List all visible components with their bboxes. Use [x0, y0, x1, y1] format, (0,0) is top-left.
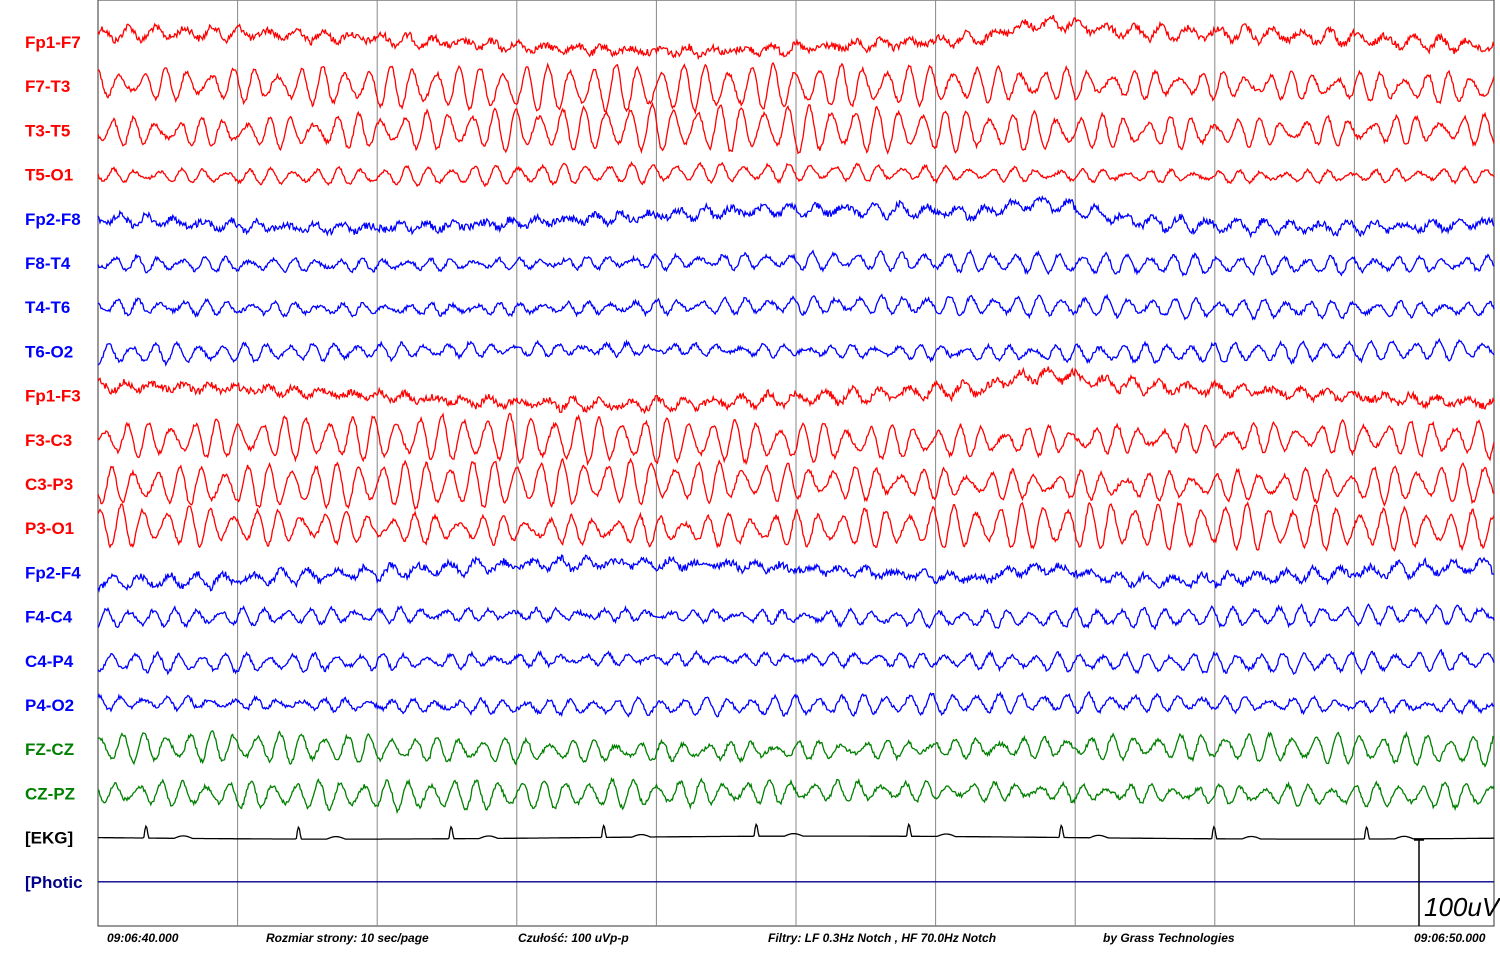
amplitude-scale-bar: 100uV [1414, 839, 1500, 926]
channel-label-cz-pz: CZ-PZ [25, 784, 75, 803]
channel-label-fp1-f3: Fp1-F3 [25, 387, 81, 406]
trace-fp2-f8 [97, 195, 1495, 239]
channel-label-fp2-f8: Fp2-F8 [25, 210, 81, 229]
channel-label-f4-c4: F4-C4 [25, 608, 73, 627]
trace-f3-c3 [97, 412, 1495, 467]
start-time: 09:06:40.000 [107, 931, 179, 945]
trace-ekg [98, 822, 1494, 840]
vendor-info: by Grass Technologies [1103, 931, 1235, 945]
trace-fp1-f3 [97, 366, 1495, 415]
channel-label-f3-c3: F3-C3 [25, 431, 72, 450]
trace-p4-o2 [97, 691, 1495, 718]
channel-traces [97, 14, 1495, 883]
sensitivity-info: Czułość: 100 uVp-p [518, 931, 629, 945]
scale-bar-label: 100uV [1424, 892, 1500, 922]
channel-label-t4-t6: T4-T6 [25, 298, 70, 317]
trace-fp2-f4 [97, 554, 1495, 593]
filters-info: Filtry: LF 0.3Hz Notch , HF 70.0Hz Notch [768, 931, 996, 945]
time-grid [97, 0, 1495, 927]
channel-label-t5-o1: T5-O1 [25, 166, 73, 185]
trace-c3-p3 [97, 457, 1495, 511]
trace-f7-t3 [97, 61, 1495, 115]
channel-labels: Fp1-F7 F7-T3 T3-T5 T5-O1 Fp2-F8 F8-T4 T4-T6 T6-… [25, 33, 83, 892]
channel-label-fz-cz: FZ-CZ [25, 740, 74, 759]
trace-fz-cz [97, 729, 1495, 768]
channel-label-p3-o1: P3-O1 [25, 519, 74, 538]
trace-t3-t5 [97, 101, 1495, 155]
channel-label-t3-t5: T3-T5 [25, 121, 70, 140]
channel-label-f7-t3: F7-T3 [25, 77, 70, 96]
trace-c4-p4 [97, 648, 1495, 676]
trace-t4-t6 [97, 293, 1495, 321]
channel-label-ekg: [EKG] [25, 829, 73, 848]
trace-fp1-f7 [97, 14, 1495, 61]
trace-f8-t4 [97, 248, 1495, 277]
channel-label-photic: [Photic [25, 873, 83, 892]
page-size-info: Rozmiar strony: 10 sec/page [266, 931, 429, 945]
trace-cz-pz [97, 776, 1495, 815]
channel-label-c3-p3: C3-P3 [25, 475, 73, 494]
channel-label-p4-o2: P4-O2 [25, 696, 74, 715]
trace-t5-o1 [97, 160, 1495, 188]
channel-label-c4-p4: C4-P4 [25, 652, 74, 671]
trace-f4-c4 [97, 603, 1495, 631]
channel-label-fp2-f4: Fp2-F4 [25, 563, 81, 582]
channel-label-f8-t4: F8-T4 [25, 254, 71, 273]
footer: 09:06:40.000 Rozmiar strony: 10 sec/page… [107, 931, 1486, 945]
end-time: 09:06:50.000 [1414, 931, 1486, 945]
channel-label-t6-o2: T6-O2 [25, 342, 73, 361]
trace-p3-o1 [97, 501, 1495, 553]
trace-t6-o2 [97, 337, 1495, 367]
channel-label-fp1-f7: Fp1-F7 [25, 33, 81, 52]
